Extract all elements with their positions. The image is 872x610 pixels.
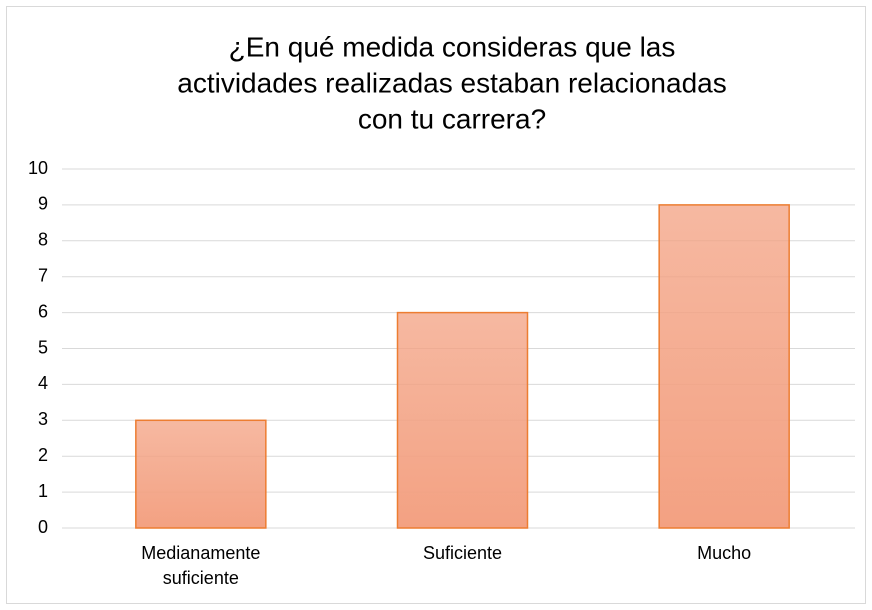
- y-tick-label: 0: [38, 517, 48, 537]
- chart-title: ¿En qué medida consideras que las: [229, 31, 676, 62]
- y-tick-label: 3: [38, 409, 48, 429]
- y-tick-label: 6: [38, 301, 48, 321]
- y-tick-label: 5: [38, 337, 48, 357]
- y-tick-label: 7: [38, 265, 48, 285]
- bar: [658, 204, 790, 529]
- y-tick-label: 9: [38, 194, 48, 214]
- y-tick-label: 10: [28, 158, 48, 178]
- y-tick-label: 4: [38, 373, 48, 393]
- x-tick-label: Medianamente suficiente: [141, 543, 261, 588]
- y-tick-label: 8: [38, 230, 48, 250]
- bar: [396, 311, 529, 529]
- chart-title: actividades realizadas estaban relaciona…: [177, 67, 726, 98]
- bar: [135, 419, 267, 529]
- x-tick-label: Mucho: [697, 543, 752, 563]
- y-tick-label: 1: [38, 481, 48, 501]
- x-tick-label: Suficiente: [422, 543, 503, 563]
- chart-title: con tu carrera?: [358, 103, 546, 134]
- y-tick-label: 2: [38, 445, 48, 465]
